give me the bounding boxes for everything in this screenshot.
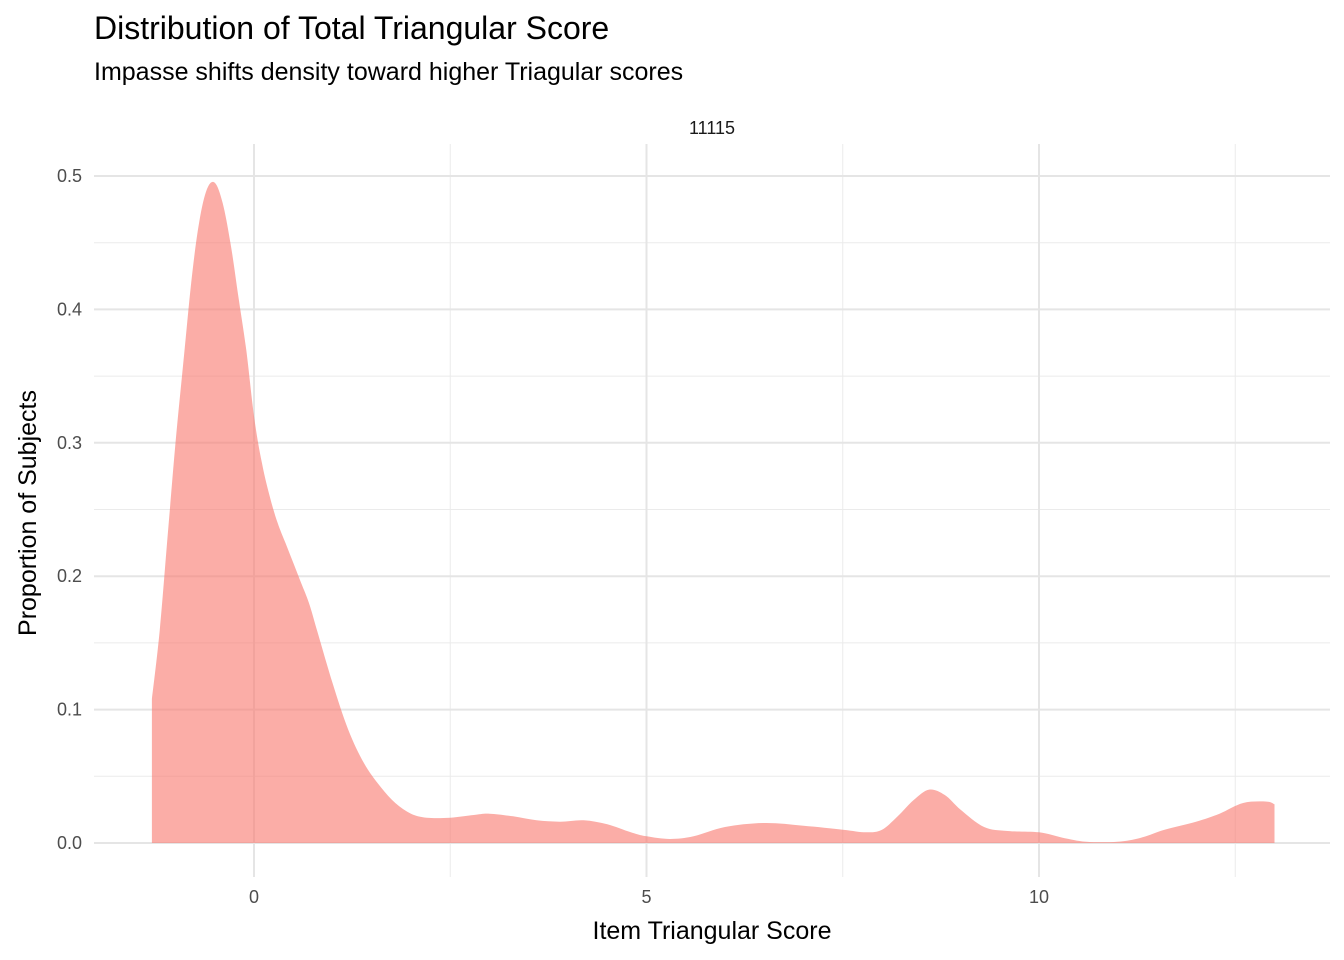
x-tick-label: 10 — [1029, 887, 1049, 907]
y-tick-label: 0.1 — [57, 700, 82, 720]
x-axis-ticks: 0 5 10 — [249, 887, 1049, 907]
y-tick-label: 0.5 — [57, 166, 82, 186]
y-tick-label: 0.0 — [57, 833, 82, 853]
y-axis-title: Proportion of Subjects — [14, 390, 42, 636]
chart-subtitle: Impasse shifts density toward higher Tri… — [94, 58, 684, 86]
facet-strip-label: 11115 — [689, 118, 735, 138]
x-tick-label: 0 — [249, 887, 259, 907]
y-tick-label: 0.2 — [57, 566, 82, 586]
y-tick-label: 0.4 — [57, 299, 82, 319]
chart-title: Distribution of Total Triangular Score — [94, 10, 610, 46]
x-tick-label: 5 — [641, 887, 651, 907]
y-tick-label: 0.3 — [57, 433, 82, 453]
density-area-layer — [151, 181, 1275, 843]
y-axis-ticks: 0.0 0.1 0.2 0.3 0.4 0.5 — [57, 166, 82, 853]
density-area — [151, 181, 1275, 843]
x-axis-title: Item Triangular Score — [593, 917, 832, 945]
